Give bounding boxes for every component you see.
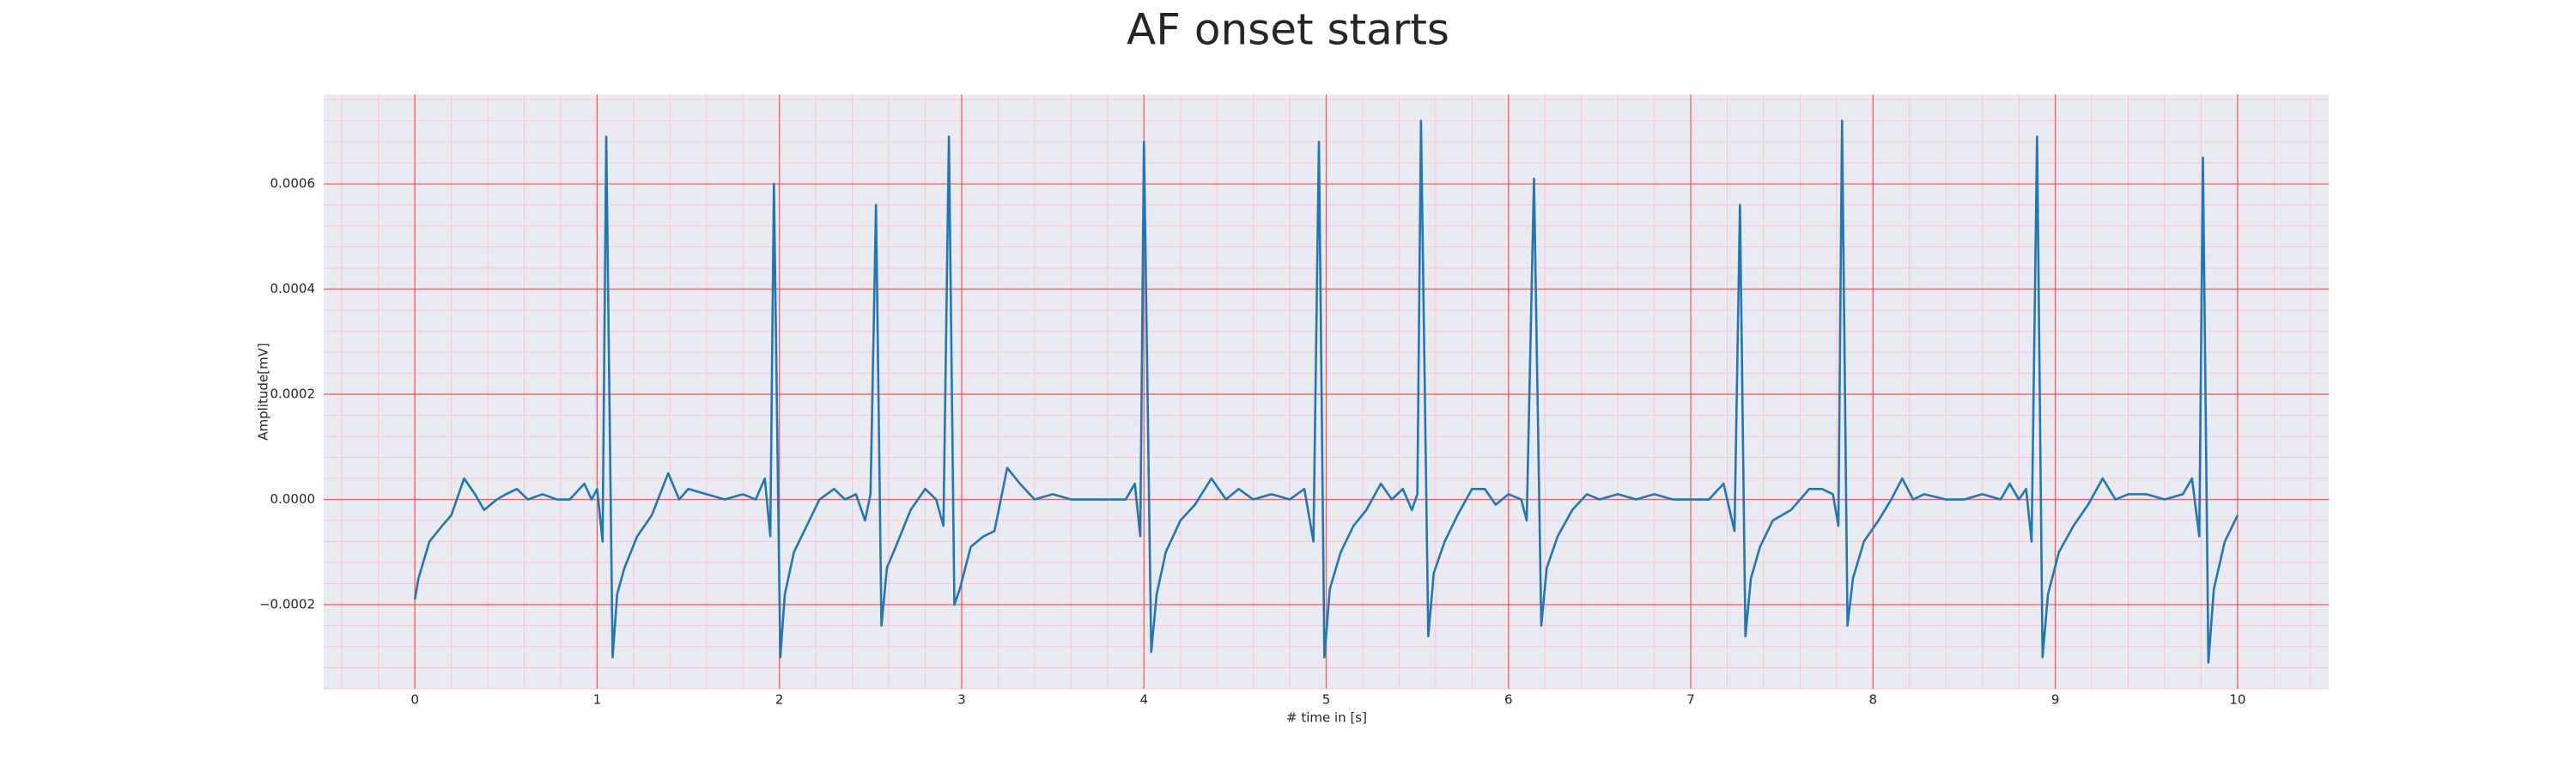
y-tick-label: 0.0000 [270, 491, 316, 507]
x-tick-label: 1 [593, 692, 602, 708]
x-tick-label: 5 [1322, 692, 1331, 708]
y-tick-label: −0.0002 [259, 597, 315, 612]
ecg-line [413, 119, 2239, 664]
y-tick-label: 0.0002 [270, 386, 316, 402]
y-axis-label: Amplitude[mV] [256, 343, 271, 440]
x-tick-label: 3 [957, 692, 966, 708]
y-tick-label: 0.0006 [270, 176, 316, 192]
x-tick-label: 4 [1139, 692, 1148, 708]
x-tick-label: 6 [1504, 692, 1513, 708]
x-tick-label: 8 [1869, 692, 1878, 708]
chart-title: AF onset starts [1127, 5, 1449, 55]
x-tick-label: 10 [2229, 692, 2245, 708]
y-tick-label: 0.0004 [270, 281, 316, 296]
x-axis-label: # time in [s] [1286, 710, 1367, 726]
x-tick-label: 2 [775, 692, 784, 708]
x-tick-label: 7 [1686, 692, 1695, 708]
x-tick-label: 9 [2051, 692, 2060, 708]
x-tick-label: 0 [410, 692, 419, 708]
